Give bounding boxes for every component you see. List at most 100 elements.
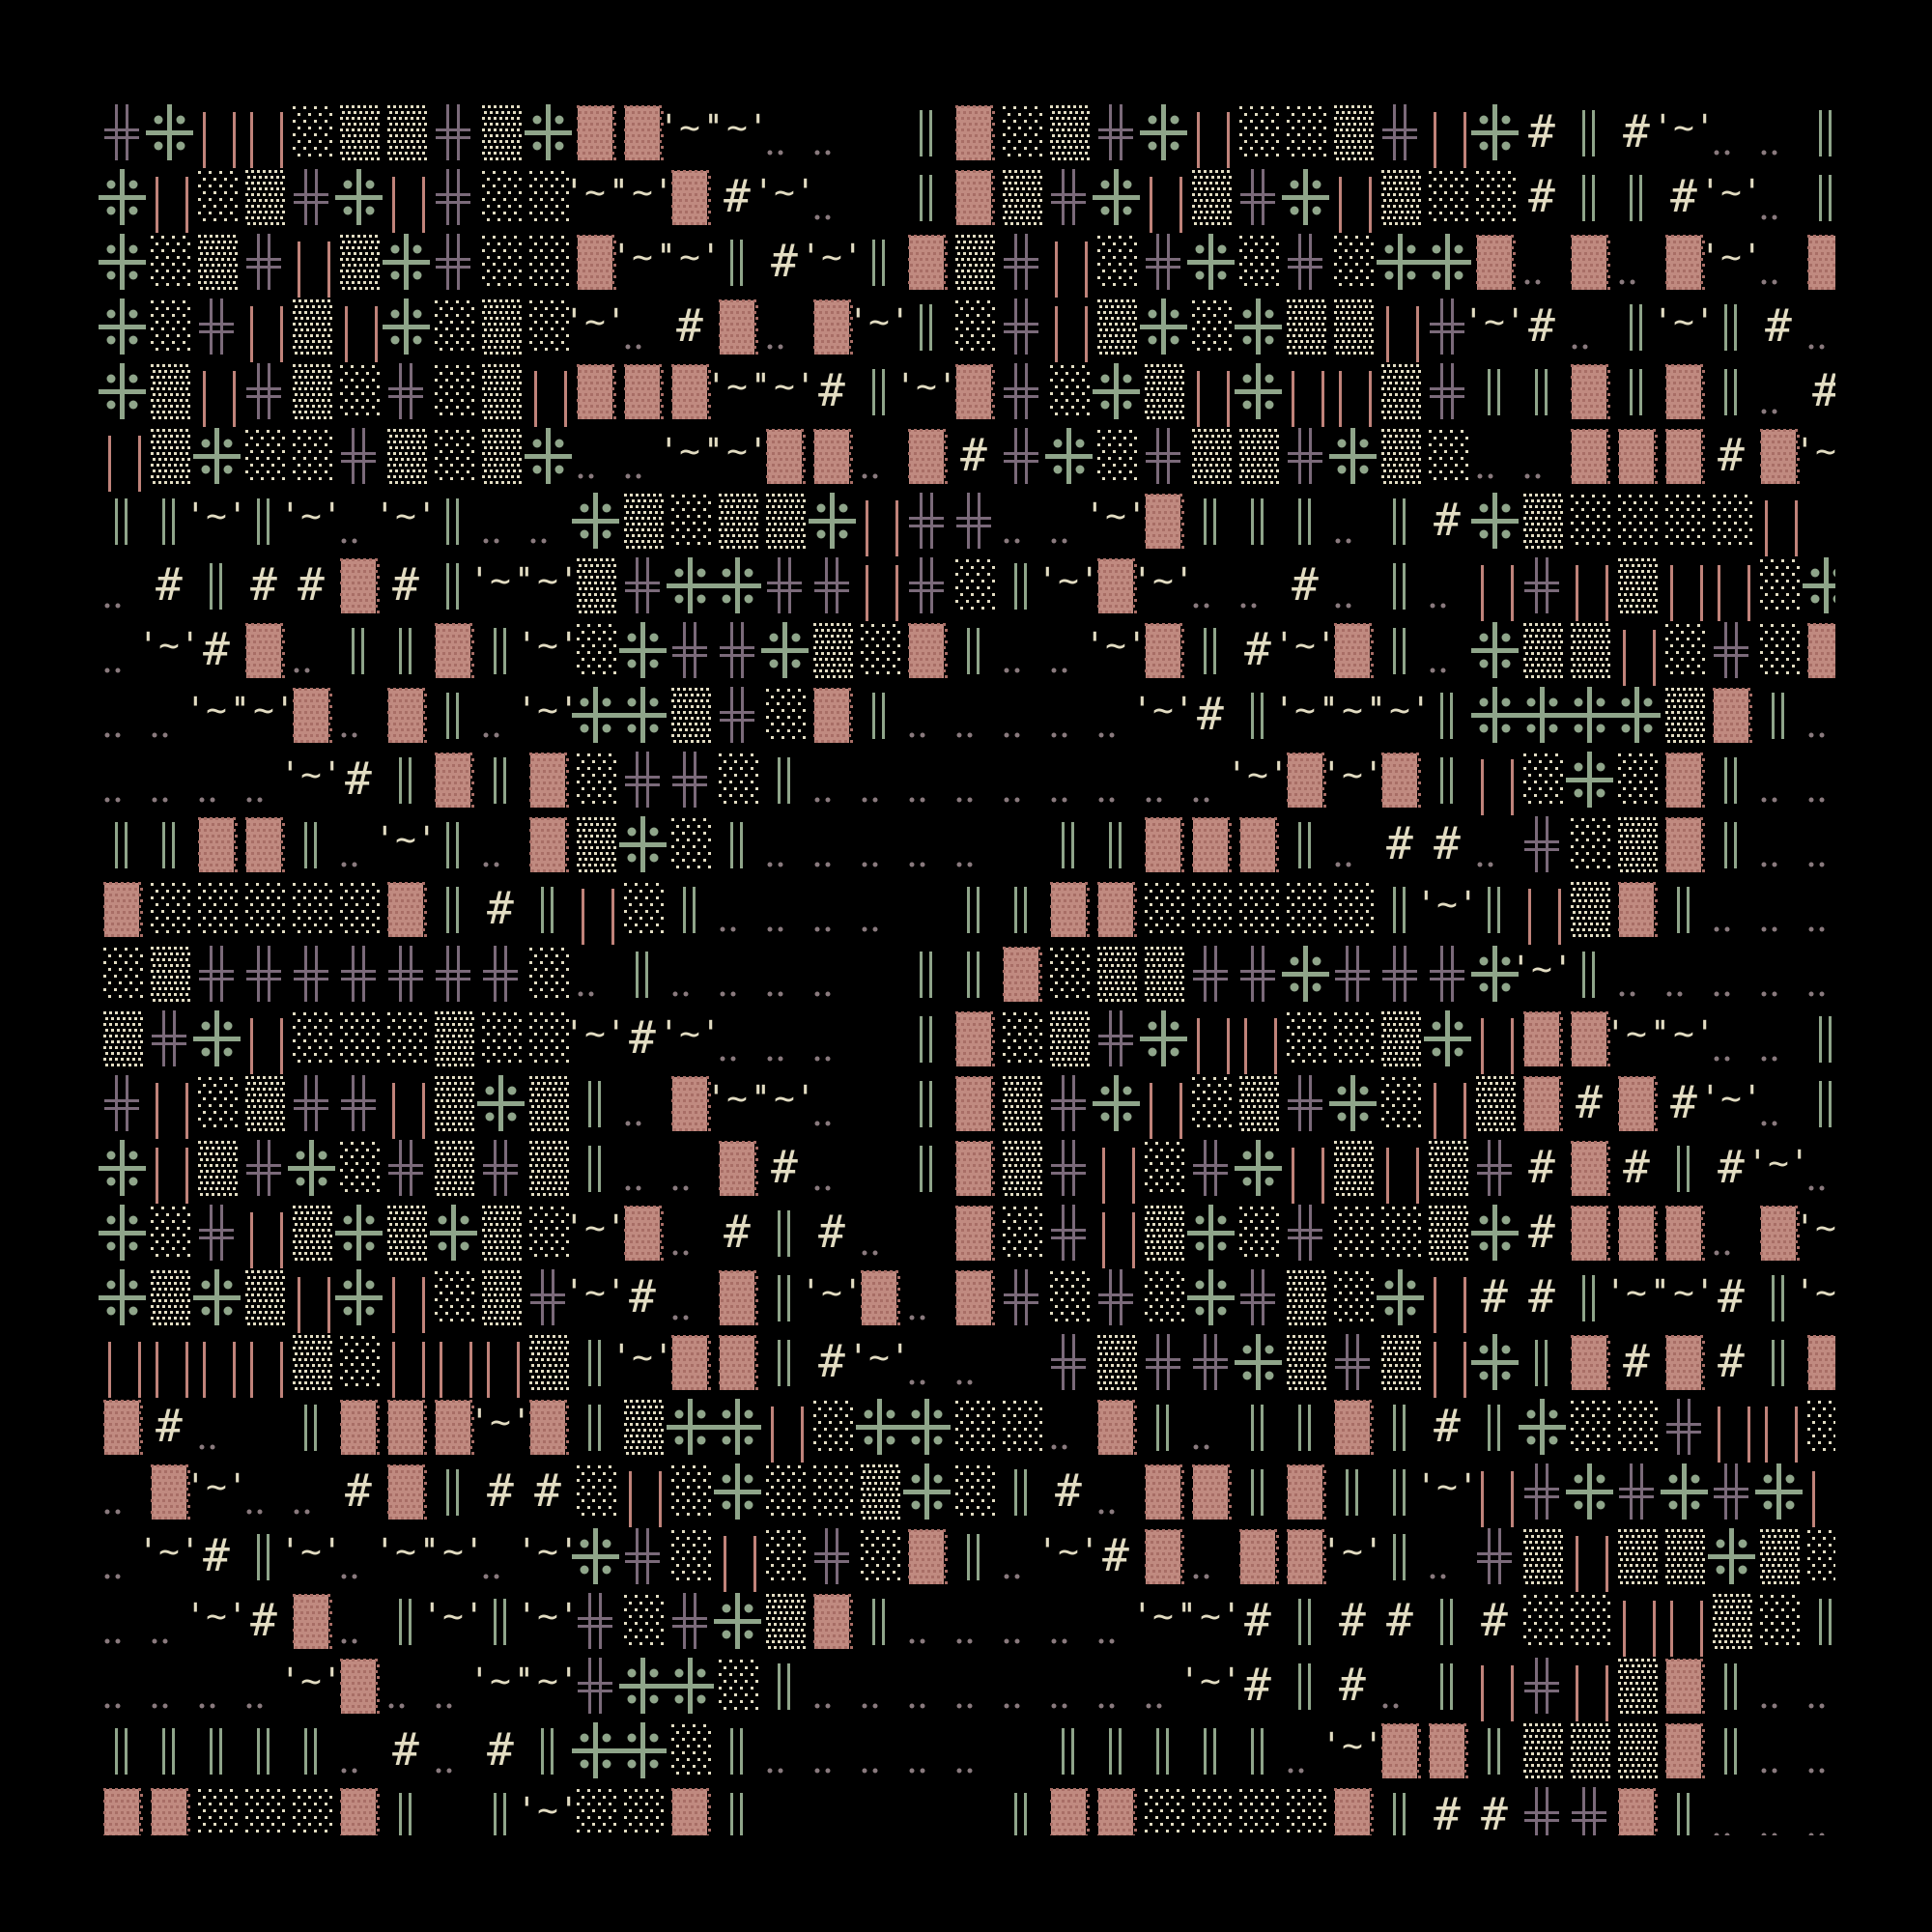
double-dot-glyph [619,420,667,485]
pink-block-icon [1613,873,1661,938]
sparse-dots-icon [619,1779,667,1835]
dotted-cross-icon [1093,161,1140,226]
double-cross-icon [1329,1326,1377,1391]
dense-dots-icon [477,420,525,485]
sparse-dots-icon [1424,161,1471,226]
tilde-quote-glyph: '~' [185,679,247,744]
hash-glyph: # [1424,809,1471,873]
empty-cell [998,1326,1045,1391]
green-double-bar-icon [903,97,951,161]
green-double-bar-icon [525,1715,572,1779]
double-dot-glyph [951,744,998,809]
green-double-bar-icon [761,1650,809,1715]
sparse-dots-icon [193,1067,241,1132]
sparse-dots-icon [1045,938,1093,1003]
pink-block-icon [1045,1779,1093,1835]
hash-glyph: # [241,1585,288,1650]
tilde-quote-glyph: '~' [1084,485,1147,550]
dense-dots-icon [477,355,525,420]
tilde-quote-glyph: '~' [753,161,815,226]
double-dot-glyph [99,614,146,679]
double-dot-glyph [1329,485,1377,550]
dense-dots-icon [241,1067,288,1132]
dotted-cross-icon [1471,1326,1519,1391]
svg-text:'~': '~' [753,173,815,213]
sparse-dots-icon [1755,614,1803,679]
tilde-quote-glyph: '~' [800,1262,863,1326]
pink-block-icon [241,809,288,873]
pink-block-icon [1519,1003,1566,1067]
tilde-quote-glyph: '~' [516,550,579,614]
dotted-cross-icon [1282,161,1329,226]
grid-row: '~' '~' # # '~' [99,97,1835,168]
pink-bars-icon [1755,485,1803,556]
green-double-bar-icon [1377,873,1424,938]
double-dot-glyph [335,1715,383,1779]
pink-block-icon [667,1326,714,1391]
dotted-cross-icon [1282,938,1329,1003]
dotted-cross-icon [572,679,619,744]
svg-text:#: # [676,299,703,352]
dotted-cross-icon [1471,1197,1519,1262]
green-double-bar-icon [241,1520,288,1585]
pink-bars-icon [1708,1391,1755,1463]
double-dot-glyph [1093,1456,1140,1520]
grid-row: '~' # '~' '~' '~' [99,1003,1835,1074]
sparse-dots-icon [714,1650,761,1715]
double-dot-glyph [761,1715,809,1779]
double-dot-glyph [1519,420,1566,485]
sparse-dots-icon [1140,1132,1187,1197]
pink-block-icon [667,355,714,420]
sparse-dots-icon [1566,485,1613,550]
tilde-quote-glyph: '~' [1747,1132,1809,1197]
dotted-cross-icon [1329,420,1377,485]
double-dot-glyph [903,744,951,809]
double-cross-icon [714,614,761,679]
grid-row: # # '~' [99,1715,1835,1779]
svg-text:'~': '~' [1652,302,1715,342]
green-double-bar-icon [1755,1326,1803,1391]
double-dot-glyph [951,1715,998,1779]
dense-dots-icon [1519,1520,1566,1585]
double-dot-glyph [714,1003,761,1067]
sparse-dots-icon [1329,1262,1377,1326]
pink-bars-icon [1471,1003,1519,1074]
empty-cell [903,1779,951,1835]
pink-block-icon [1471,226,1519,291]
double-dot-glyph [809,938,856,1003]
double-dot-glyph [809,1003,856,1067]
tilde-quote-glyph: '~' [279,744,342,809]
dotted-cross-icon [1519,1391,1566,1456]
grid-row: '~' '~' # '~' # [99,355,1835,427]
hash-glyph: # [146,1391,193,1456]
dense-dots-icon [241,161,288,226]
sparse-dots-icon [619,1585,667,1650]
double-dot-glyph [856,1715,903,1779]
svg-text:'~': '~' [611,173,673,213]
tilde-quote-glyph: '~' [374,1520,437,1585]
double-dot-glyph [146,744,193,809]
double-dot-glyph [1755,1067,1803,1132]
double-dot-glyph [856,809,903,873]
pink-bars-icon [1424,1262,1471,1333]
tilde-quote-glyph: '~' [1131,679,1194,744]
double-cross-icon [1519,809,1566,873]
green-double-bar-icon [1803,1067,1835,1132]
dotted-cross-icon [619,1650,667,1715]
tilde-quote-glyph: '~' [753,355,815,420]
grid-row: '~' '~' '~' '~' # '~' '~' '~' [99,679,1835,744]
sparse-dots-icon [1187,291,1235,355]
dense-dots-icon [1613,1650,1661,1715]
tilde-quote-glyph: '~' [1652,1003,1715,1067]
grid-row: # '~' # [99,1391,1835,1463]
dense-dots-icon [1187,161,1235,226]
double-dot-glyph [1329,809,1377,873]
tilde-quote-glyph: '~' [1321,744,1383,809]
double-dot-glyph [477,679,525,744]
dotted-cross-icon [761,614,809,679]
grid-row: '~' # '~' '~' '~' '~' # # # # [99,1585,1835,1657]
double-dot-glyph [998,679,1045,744]
green-double-bar-icon [856,1585,903,1650]
sparse-dots-icon [1566,809,1613,873]
dotted-cross-icon [572,1715,619,1779]
